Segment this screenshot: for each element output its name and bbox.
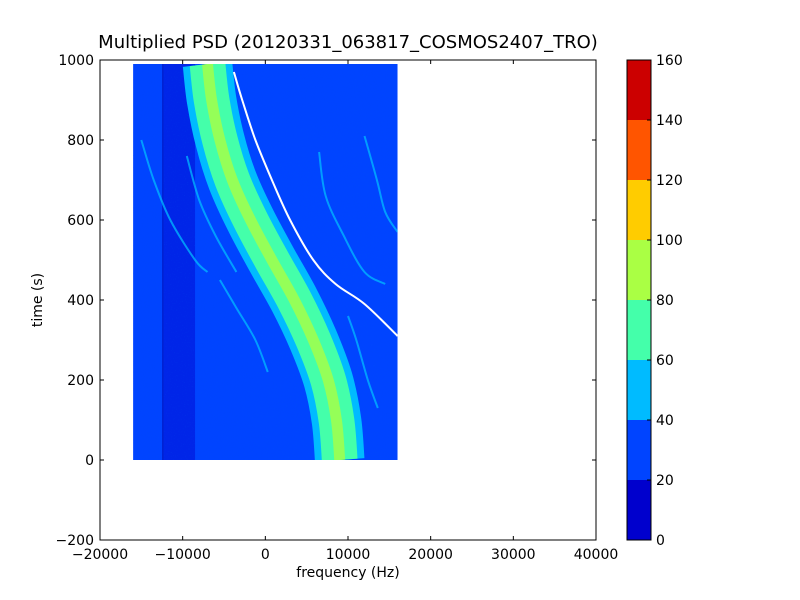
y-tick-label: 400 [67,293,94,309]
colorbar-level [627,240,651,300]
colorbar-tick-label: 20 [656,473,674,489]
faint-trace [318,151,386,285]
spectrogram-heatmap [133,64,398,460]
y-axis-label: time (s) [30,273,46,327]
x-tick-label: −10000 [155,547,211,563]
y-tick-label: 0 [85,453,94,469]
x-tick-label: 10000 [326,547,371,563]
colorbar-level [627,120,651,180]
x-tick-label: −20000 [72,547,128,563]
faint-trace [363,135,398,233]
colorbar-tick-label: 160 [656,53,683,69]
colorbar-tick-label: 40 [656,413,674,429]
chart-title: Multiplied PSD (20120331_063817_COSMOS24… [98,32,598,53]
x-tick-label: 0 [261,547,270,563]
x-tick-label: 30000 [491,547,536,563]
colorbar-tick-label: 0 [656,533,665,549]
faint-trace [185,155,238,273]
faint-trace [140,139,209,273]
faint-trace [219,279,269,373]
colorbar-level [627,180,651,240]
y-axis-ticks: −200 0 200 400 600 800 1000 [56,53,596,549]
colorbar-level [627,420,651,480]
y-tick-label: 600 [67,213,94,229]
colorbar-level [627,360,651,420]
x-axis-ticks: −20000 −10000 0 10000 20000 30000 40000 [72,60,618,563]
x-tick-label: 40000 [574,547,619,563]
y-tick-label: −200 [56,533,94,549]
x-axis-label: frequency (Hz) [296,565,399,581]
colorbar: 0 20 40 60 80 100 120 140 160 [626,53,683,549]
colorbar-tick-label: 80 [656,293,674,309]
colorbar-tick-label: 100 [656,233,683,249]
faint-trace [347,315,379,409]
colorbar-level [627,300,651,360]
colorbar-level [627,480,651,540]
y-tick-label: 200 [67,373,94,389]
colorbar-tick-label: 140 [656,113,683,129]
x-tick-label: 20000 [408,547,453,563]
y-tick-label: 800 [67,133,94,149]
y-tick-label: 1000 [58,53,94,69]
white-trace [232,71,398,337]
colorbar-tick-label: 60 [656,353,674,369]
colorbar-tick-label: 120 [656,173,683,189]
colorbar-level [627,60,651,120]
main-trace-core [202,64,346,460]
